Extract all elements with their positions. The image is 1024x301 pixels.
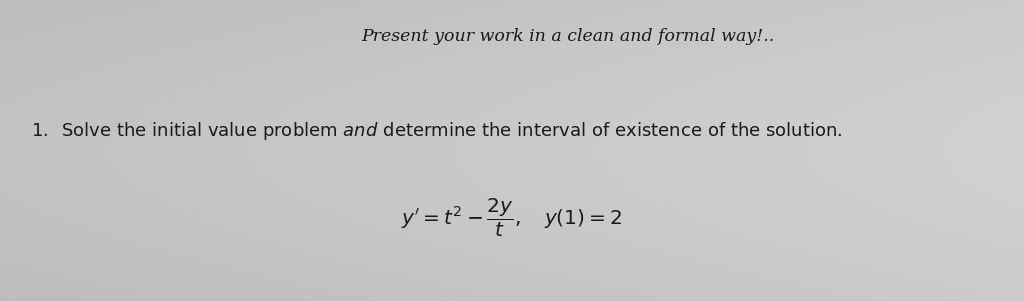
- Text: Present your work in a clean and formal way!..: Present your work in a clean and formal …: [361, 28, 775, 45]
- Text: $\mathrm{1.\;\; Solve\ the\ initial\ value\ problem\ }\mathit{and}\mathrm{\ dete: $\mathrm{1.\;\; Solve\ the\ initial\ val…: [31, 120, 843, 142]
- Text: $y' = t^2 - \dfrac{2y}{t}, \quad y(1) = 2$: $y' = t^2 - \dfrac{2y}{t}, \quad y(1) = …: [401, 197, 623, 239]
